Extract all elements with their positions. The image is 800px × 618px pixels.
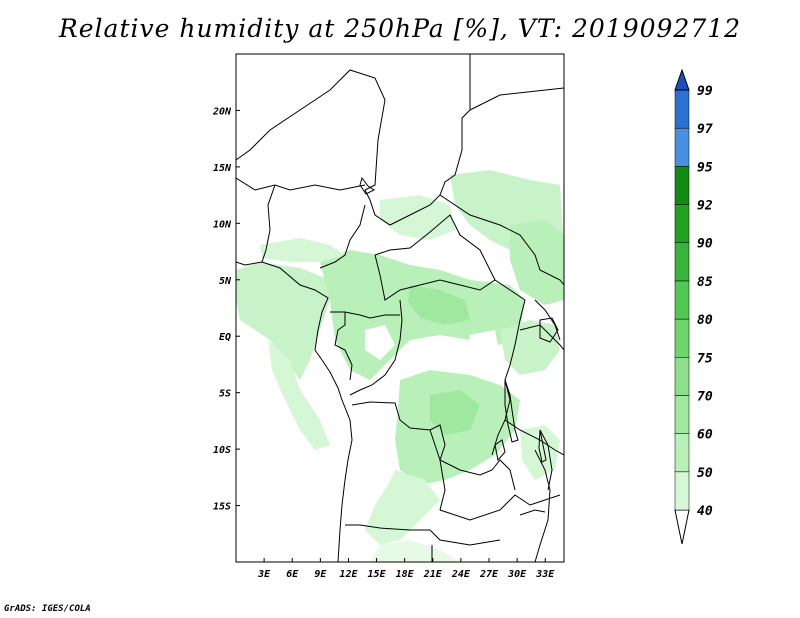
colorbar-label: 60	[697, 428, 713, 443]
colorbar-upper-arrow	[674, 68, 690, 91]
humidity-region-east-lakes	[500, 320, 560, 375]
lat-tick-label: 5N	[219, 276, 232, 287]
border-tanzania	[519, 324, 564, 351]
border-angola-zambia	[429, 429, 446, 511]
border-nigeria-east	[319, 204, 366, 269]
lake-chad	[359, 176, 375, 195]
humidity-gap-central	[365, 325, 395, 360]
humidity-region-central-dark	[408, 285, 470, 325]
lon-tick-label: 18E	[396, 569, 415, 580]
colorbar-label: 85	[697, 275, 713, 290]
colorbar-segment	[674, 433, 690, 473]
colorbar-lower-arrow	[674, 509, 690, 545]
humidity-region-north-a	[380, 195, 455, 240]
colorbar-segment	[674, 471, 690, 511]
colorbar-label: 99	[697, 84, 713, 99]
longitude-ticks: 3E 6E 9E 12E 15E 18E 21E 24E 27E 30E 33E	[257, 558, 555, 580]
lon-tick-label: 6E	[286, 569, 299, 580]
colorbar-segment	[674, 127, 690, 167]
border-west-sahel	[236, 177, 366, 191]
humidity-region-far-south	[370, 540, 460, 562]
border-libya-sudan	[469, 87, 564, 111]
lake-kariba	[519, 509, 546, 516]
lon-tick-label: 33E	[535, 569, 555, 580]
lat-tick-label: 15S	[213, 502, 231, 513]
colorbar-label: 95	[697, 160, 713, 175]
colorbar-label: 92	[697, 199, 713, 214]
colorbar-segment	[674, 318, 690, 358]
lat-tick-label: 10S	[213, 445, 231, 456]
border-chad-car	[374, 214, 496, 281]
humidity-region-nw	[260, 238, 345, 262]
border-zambia-south	[439, 494, 561, 521]
lon-tick-label: 3E	[257, 569, 271, 580]
latitude-ticks: 20N 15N 10N 5N EQ 5S 10S 15S	[212, 106, 240, 513]
humidity-shading	[236, 170, 564, 562]
border-sudan-south	[439, 194, 564, 286]
colorbar-label: 70	[697, 389, 713, 404]
colorbar-segment	[674, 280, 690, 320]
border-north-a	[236, 69, 386, 191]
lon-tick-label: 21E	[423, 569, 443, 580]
colorbar-label: 40	[697, 504, 713, 519]
humidity-region-south-tail	[365, 470, 440, 545]
humidity-region-southwest	[268, 340, 330, 450]
lat-tick-label: 10N	[213, 219, 232, 230]
border-uganda-kenya	[534, 299, 561, 341]
border-mozambique	[534, 449, 551, 562]
colorbar-label: 50	[697, 466, 713, 481]
lon-tick-label: 12E	[339, 569, 358, 580]
map-frame	[235, 53, 565, 563]
lat-tick-label: 5S	[219, 389, 231, 400]
colorbar-segment	[674, 357, 690, 396]
colorbar-segment	[674, 166, 690, 205]
border-drc-south	[351, 401, 516, 491]
humidity-region-south-inner	[430, 390, 480, 435]
lon-tick-label: 27E	[479, 569, 499, 580]
map-title: Relative humidity at 250hPa [%], VT: 201…	[58, 14, 742, 43]
border-cameroon-gabon	[330, 311, 400, 319]
humidity-gap-east	[468, 330, 500, 370]
colorbar-label: 75	[697, 351, 713, 366]
lake-victoria	[539, 317, 559, 343]
country-boundaries	[236, 54, 564, 562]
colorbar-segment	[674, 242, 690, 282]
colorbar: 40 50 60 70 75 80 85 90 92 95 97 99	[674, 68, 713, 545]
colorbar-label: 97	[697, 122, 713, 137]
colorbar-label: 80	[697, 313, 713, 328]
lake-mweru	[494, 439, 506, 462]
lon-tick-label: 24E	[451, 569, 471, 580]
lon-tick-label: 30E	[507, 569, 527, 580]
colorbar-label: 90	[697, 237, 713, 252]
lon-tick-label: 15E	[368, 569, 387, 580]
lat-tick-label: 15N	[213, 163, 232, 174]
border-congo-drc	[349, 299, 403, 396]
lon-tick-label: 9E	[314, 569, 327, 580]
border-malawi	[539, 429, 553, 491]
colorbar-segment	[674, 395, 690, 434]
lake-malawi	[538, 429, 547, 463]
colorbar-segment	[674, 89, 690, 129]
lat-tick-label: 20N	[212, 106, 232, 117]
grads-credit: GrADS: IGES/COLA	[4, 604, 91, 614]
lat-tick-label: EQ	[219, 332, 231, 343]
border-car-south	[374, 254, 526, 301]
humidity-region-west	[236, 262, 330, 380]
coastline	[236, 261, 353, 562]
border-angola-namibia	[345, 524, 501, 546]
colorbar-segment	[674, 204, 690, 243]
lake-tanganyika	[504, 379, 519, 443]
border-gabon-congo	[334, 312, 353, 381]
border-nigeria-niger	[261, 184, 276, 263]
